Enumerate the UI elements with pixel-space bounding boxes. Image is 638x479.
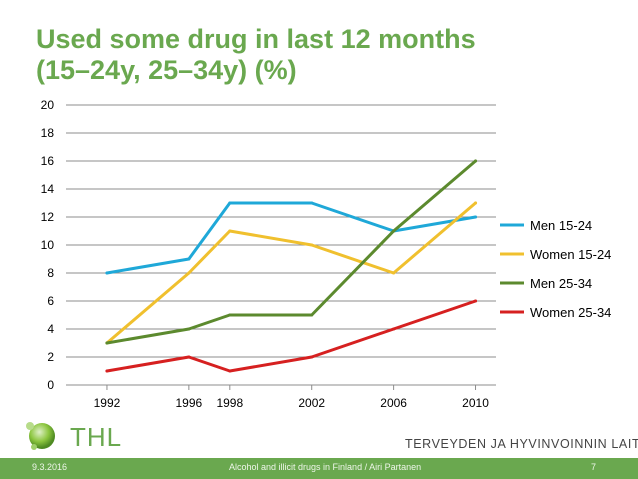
slide-title: Used some drug in last 12 months (15–24y… [36, 24, 616, 86]
x-tick-label: 1992 [94, 396, 121, 410]
data-point [187, 257, 191, 261]
logo-globe-icon [26, 422, 55, 450]
data-point [392, 271, 396, 275]
data-point [228, 229, 232, 233]
y-tick-label: 4 [47, 322, 54, 336]
thl-logo: THL [20, 418, 130, 454]
data-point [105, 369, 109, 373]
data-point [310, 243, 314, 247]
y-tick-label: 20 [41, 98, 55, 112]
series-line-men-25-34 [105, 159, 478, 345]
series-line-men-15-24 [105, 201, 478, 275]
y-tick-label: 12 [41, 210, 55, 224]
data-point [310, 313, 314, 317]
y-tick-label: 0 [47, 378, 54, 392]
y-tick-label: 14 [41, 182, 55, 196]
y-tick-label: 18 [41, 126, 55, 140]
data-point [105, 271, 109, 275]
data-point [474, 201, 478, 205]
title-line-1: Used some drug in last 12 months [36, 24, 476, 54]
legend-label: Women 25-34 [530, 305, 611, 320]
data-point [228, 369, 232, 373]
x-tick-label: 2006 [380, 396, 407, 410]
data-point [310, 355, 314, 359]
footer-date: 9.3.2016 [32, 462, 68, 472]
x-tick-label: 2010 [462, 396, 489, 410]
title-line-2: (15–24y, 25–34y) (%) [36, 55, 297, 85]
y-tick-label: 6 [47, 294, 54, 308]
data-point [392, 229, 396, 233]
y-axis: 0 2 4 6 8 10 12 14 16 18 20 [41, 98, 55, 392]
series-line-women-15-24 [105, 201, 478, 345]
data-point [474, 215, 478, 219]
y-tick-label: 10 [41, 238, 55, 252]
y-tick-label: 8 [47, 266, 54, 280]
y-tick-label: 16 [41, 154, 55, 168]
x-axis: 1992 1996 1998 2002 2006 2010 [94, 385, 489, 410]
x-tick-label: 2002 [298, 396, 325, 410]
data-point [187, 327, 191, 331]
data-point [228, 313, 232, 317]
organization-name: TERVEYDEN JA HYVINVOINNIN LAITOS [405, 437, 638, 451]
chart-grid [66, 104, 496, 386]
series-line-women-25-34 [105, 299, 478, 373]
data-point [474, 299, 478, 303]
data-point [105, 341, 109, 345]
data-point [187, 355, 191, 359]
data-point [474, 159, 478, 163]
data-point [392, 327, 396, 331]
data-point [310, 201, 314, 205]
y-tick-label: 2 [47, 350, 54, 364]
footer-bar: 9.3.2016 Alcohol and illicit drugs in Fi… [0, 458, 638, 479]
x-tick-label: 1996 [176, 396, 203, 410]
legend-label: Men 25-34 [530, 276, 592, 291]
legend-label: Men 15-24 [530, 218, 592, 233]
chart-series [105, 159, 478, 373]
logo-text: THL [70, 422, 123, 452]
x-tick-label: 1998 [216, 396, 243, 410]
page-number: 7 [591, 462, 597, 472]
footer-caption: Alcohol and illicit drugs in Finland / A… [229, 462, 422, 472]
data-point [228, 201, 232, 205]
chart-legend: Men 15-24 Women 15-24 Men 25-34 Women 25-34 [500, 218, 611, 320]
data-point [187, 271, 191, 275]
legend-label: Women 15-24 [530, 247, 611, 262]
